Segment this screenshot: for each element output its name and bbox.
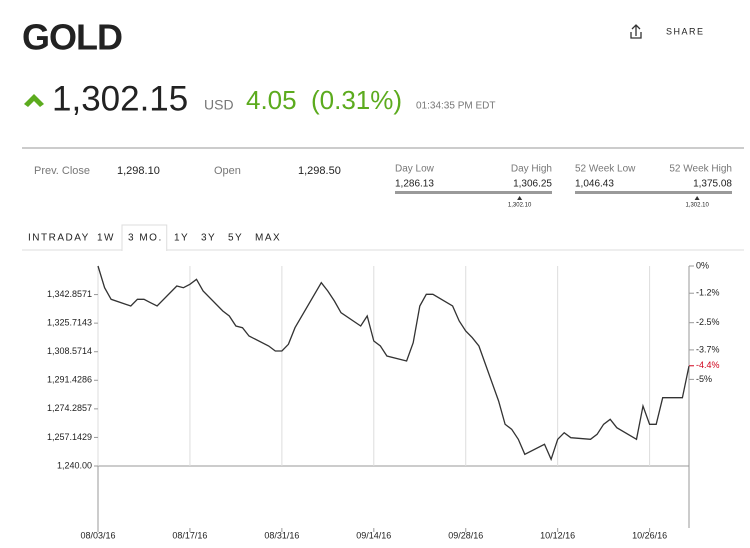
share-label: SHARE <box>666 26 705 36</box>
range-value: 1,046.43 <box>575 179 614 190</box>
y-tick-label: 1,257.1429 <box>47 432 92 442</box>
y-tick-label: 1,240.00 <box>57 460 92 470</box>
range-marker <box>517 196 523 200</box>
active-tab-frame <box>121 224 168 251</box>
range-bar <box>395 191 552 194</box>
x-tick-label: 09/28/16 <box>448 530 483 540</box>
share-icon <box>630 24 642 39</box>
x-tick-label: 08/03/16 <box>80 530 115 540</box>
quote-time: 01:34:35 PM EDT <box>416 101 495 112</box>
chart: 08/03/16 08/17/16 08/31/16 09/14/16 09/28/16… <box>47 260 720 540</box>
stat-value: 1,298.10 <box>117 165 160 177</box>
y-tick-label: 1,342.8571 <box>47 289 92 299</box>
range-marker-label: 1,302.10 <box>508 203 532 209</box>
x-tick-label: 09/14/16 <box>356 530 391 540</box>
price: 1,302.15 <box>52 79 188 118</box>
y2-tick-label: -5% <box>696 374 712 384</box>
stat-label: Open <box>214 165 241 177</box>
price-line <box>97 265 690 462</box>
range-label: Day High <box>511 164 552 175</box>
x-tick-label: 10/26/16 <box>632 530 667 540</box>
y2-tick-label: -2.5% <box>696 317 720 327</box>
x-tick-label: 08/17/16 <box>172 530 207 540</box>
y2-tick-label: -3.7% <box>696 344 720 354</box>
range-bars: Day Low Day High 1,286.13 1,306.25 1,302.10 5… <box>395 164 732 209</box>
tab[interactable]: 1Y <box>174 233 189 244</box>
range-marker <box>694 196 700 200</box>
y2-tick-label: -1.2% <box>696 288 720 298</box>
y-tick-label: 1,325.7143 <box>47 318 92 328</box>
tab[interactable]: INTRADAY <box>28 233 90 244</box>
range-value: 1,375.08 <box>693 179 732 190</box>
range-label: Day Low <box>395 164 435 175</box>
tab[interactable]: 3 MO. <box>128 233 163 244</box>
change: 4.05 <box>246 85 297 115</box>
y-tick-label: 1,291.4286 <box>47 375 92 385</box>
share-button[interactable]: SHARE <box>630 24 705 39</box>
up-arrow <box>24 94 44 107</box>
range-label: 52 Week Low <box>575 164 636 175</box>
tab[interactable]: 1W <box>97 233 115 244</box>
currency: USD <box>204 97 234 113</box>
y-tick-label: 1,274.2857 <box>47 403 92 413</box>
range-value: 1,306.25 <box>513 179 552 190</box>
range-marker-label: 1,302.10 <box>685 203 709 209</box>
y2-tick-label: -4.4% <box>696 360 720 370</box>
stat-value: 1,298.50 <box>298 165 341 177</box>
change-percent: (0.31%) <box>311 85 402 115</box>
tab[interactable]: 5Y <box>228 233 243 244</box>
range-bar <box>575 191 732 194</box>
x-tick-label: 08/31/16 <box>264 530 299 540</box>
range-label: 52 Week High <box>669 164 732 175</box>
tab[interactable]: MAX <box>255 233 281 244</box>
x-tick-label: 10/12/16 <box>540 530 575 540</box>
range-value: 1,286.13 <box>395 179 434 190</box>
page-title: GOLD <box>22 17 122 58</box>
tab[interactable]: 3Y <box>201 233 216 244</box>
y-tick-label: 1,308.5714 <box>47 346 92 356</box>
stat-label: Prev. Close <box>34 165 90 177</box>
y2-tick-label: 0% <box>696 260 709 270</box>
tab-bar: INTRADAY 1W 3 MO. 1Y 3Y 5Y MAX <box>28 224 281 251</box>
